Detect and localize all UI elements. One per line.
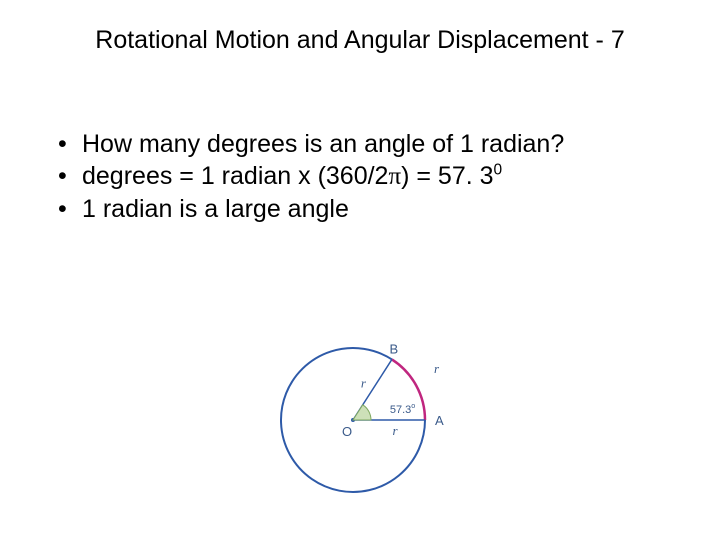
bullet-2-pi: π bbox=[388, 163, 401, 190]
label-o: O bbox=[342, 424, 352, 439]
bullet-2-sup: 0 bbox=[494, 162, 503, 179]
bullet-2-mid: ) = 57. 3 bbox=[401, 162, 493, 190]
bullet-1-text: How many degrees is an angle of 1 radian… bbox=[82, 130, 564, 158]
label-r-oa: r bbox=[392, 423, 398, 438]
slide-title: Rotational Motion and Angular Displaceme… bbox=[0, 26, 720, 55]
label-r-arc: r bbox=[434, 361, 440, 376]
bullet-3: 1 radian is a large angle bbox=[54, 193, 674, 225]
angle-marker bbox=[353, 405, 371, 420]
label-b: B bbox=[390, 341, 399, 356]
bullet-list: How many degrees is an angle of 1 radian… bbox=[54, 128, 674, 225]
bullet-3-text: 1 radian is a large angle bbox=[82, 195, 349, 223]
bullet-2-pre: degrees = 1 radian x (360/2 bbox=[82, 162, 388, 190]
label-r-ob: r bbox=[361, 376, 367, 391]
label-angle-value: 57.3o bbox=[390, 402, 415, 416]
bullet-2: degrees = 1 radian x (360/2π) = 57. 30 bbox=[54, 160, 674, 193]
bullet-1: How many degrees is an angle of 1 radian… bbox=[54, 128, 674, 160]
radian-diagram: O A Br r r 57.3o bbox=[258, 320, 468, 505]
label-a: A bbox=[435, 413, 444, 428]
slide: Rotational Motion and Angular Displaceme… bbox=[0, 0, 720, 540]
